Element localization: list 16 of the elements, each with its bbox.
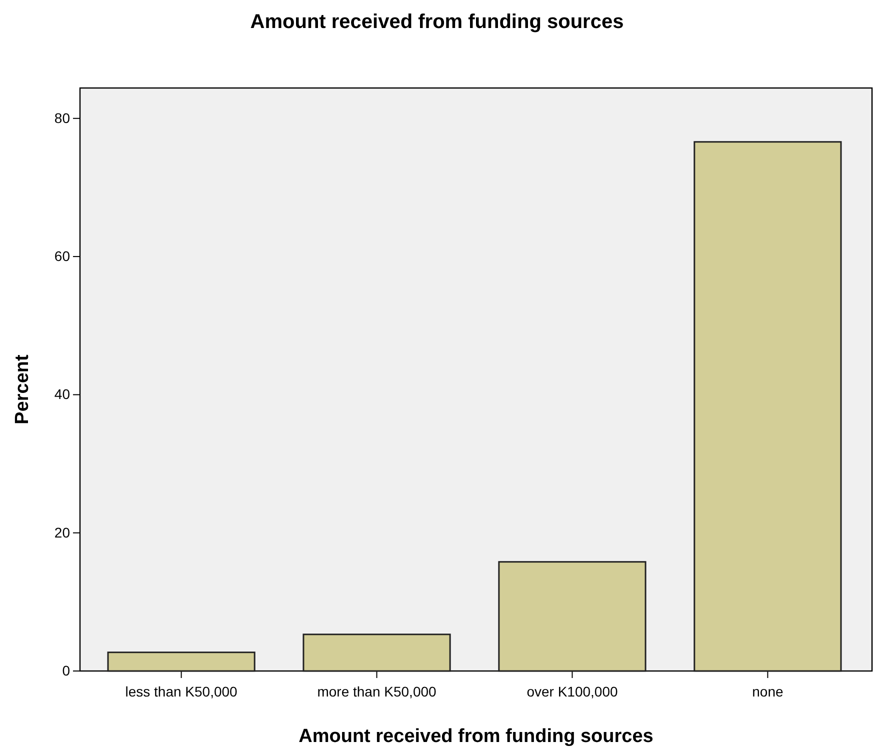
y-axis-title: Percent [12, 354, 33, 424]
chart-title: Amount received from funding sources [250, 11, 624, 33]
x-tick-label: none [752, 683, 784, 700]
y-tick-label: 20 [54, 524, 70, 540]
x-tick-label: over K100,000 [526, 683, 618, 700]
bar [694, 141, 842, 672]
x-tick-label: less than K50,000 [125, 683, 238, 700]
bar [302, 634, 451, 672]
y-tick-label: 80 [54, 110, 70, 126]
bar [498, 561, 646, 672]
x-axis-title: Amount received from funding sources [298, 726, 654, 747]
bar [107, 652, 256, 672]
y-tick-label: 60 [54, 248, 70, 264]
y-tick-label: 0 [62, 662, 70, 678]
x-tick-label: more than K50,000 [317, 683, 437, 700]
y-tick-label: 40 [54, 386, 70, 402]
